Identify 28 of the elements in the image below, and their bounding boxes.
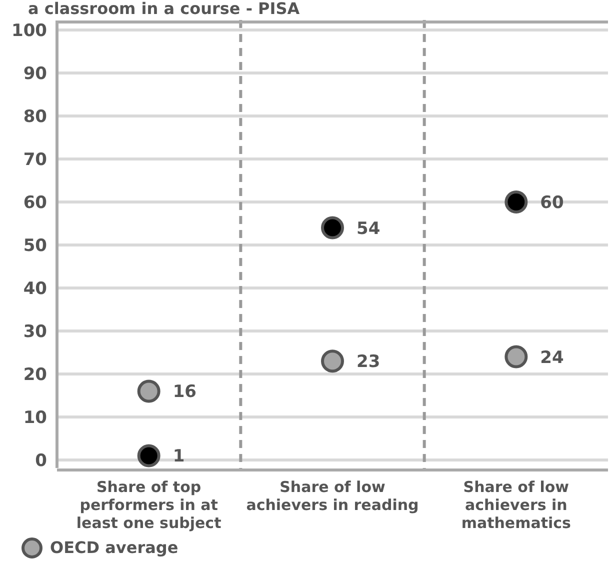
x-tick-label: Share of low achievers in mathematics bbox=[461, 478, 572, 532]
y-tick-label: 100 bbox=[12, 20, 48, 41]
point bbox=[504, 190, 528, 214]
point bbox=[504, 345, 528, 368]
x-tick-label: Share of low achievers in reading bbox=[246, 478, 419, 514]
data-label: 54 bbox=[356, 218, 380, 239]
point bbox=[137, 444, 160, 468]
data-label: 1 bbox=[172, 446, 185, 467]
y-tick-label: 20 bbox=[23, 364, 48, 385]
x-tick-label: Share of top performers in at least one subject bbox=[76, 478, 222, 532]
data-label: 16 bbox=[172, 382, 197, 402]
point bbox=[321, 216, 344, 240]
y-tick-label: 90 bbox=[23, 64, 48, 84]
point bbox=[321, 350, 344, 373]
y-tick-label: 80 bbox=[23, 106, 48, 127]
data-label: 24 bbox=[540, 348, 564, 368]
data-label: 23 bbox=[356, 352, 380, 372]
y-tick-label: 10 bbox=[23, 408, 48, 428]
y-tick-label: 50 bbox=[23, 236, 48, 256]
y-tick-label: 0 bbox=[35, 450, 48, 471]
legend-label: OECD average bbox=[50, 538, 178, 557]
y-tick-label: 30 bbox=[23, 322, 48, 342]
chart-title: a classroom in a course - PISA bbox=[28, 0, 300, 18]
y-tick-label: 60 bbox=[23, 192, 48, 213]
data-label: 60 bbox=[540, 192, 564, 213]
point bbox=[137, 380, 160, 403]
y-tick-label: 70 bbox=[23, 150, 48, 170]
y-tick-label: 40 bbox=[23, 278, 48, 299]
